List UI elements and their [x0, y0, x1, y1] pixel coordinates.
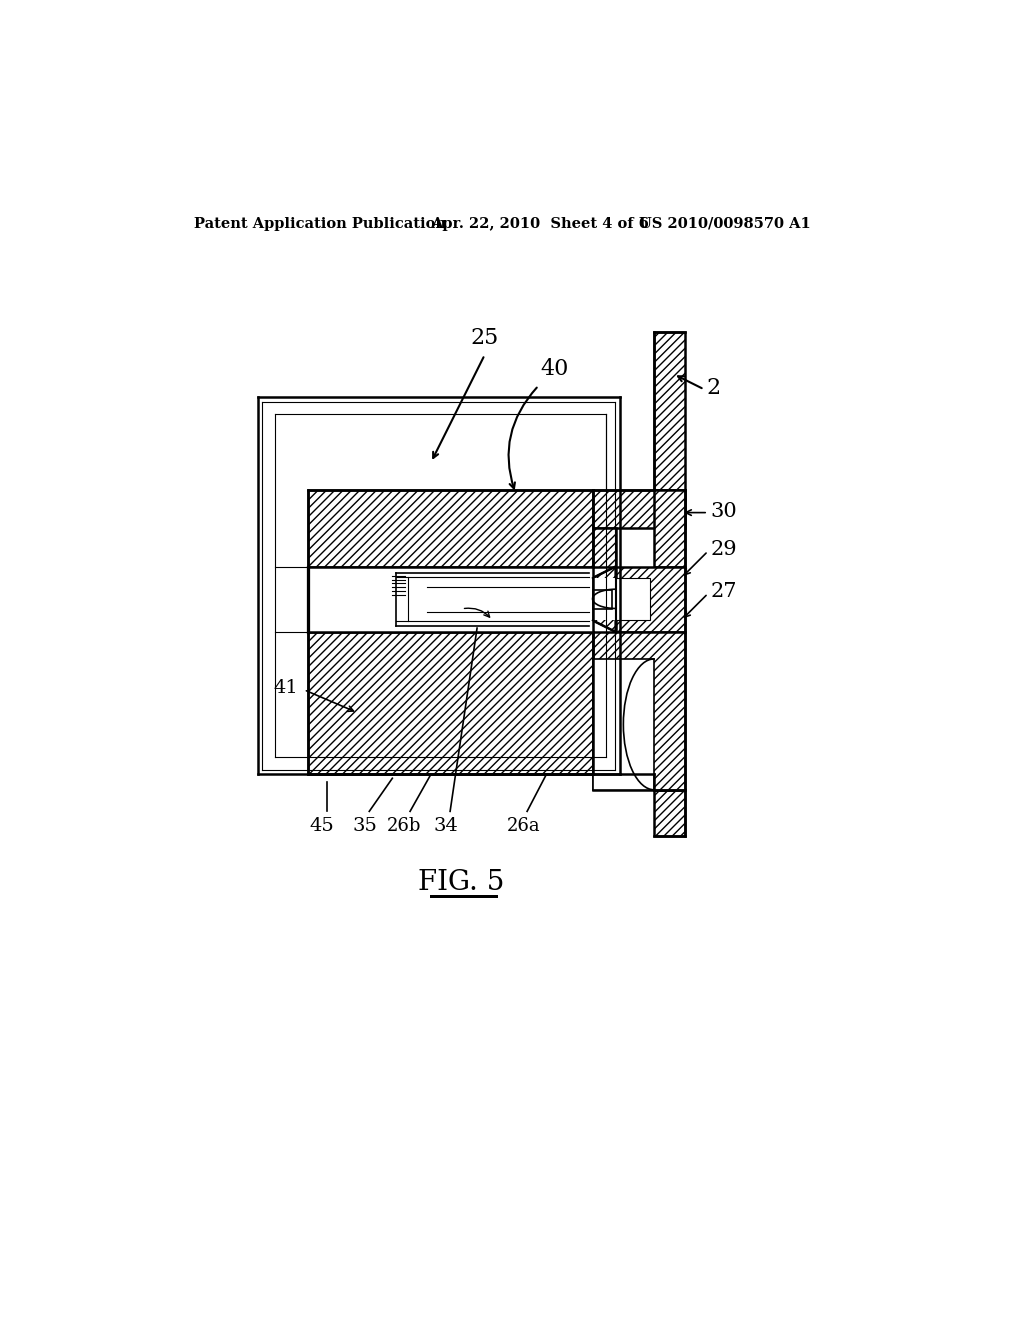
- Polygon shape: [274, 566, 307, 632]
- Text: 29: 29: [711, 540, 737, 560]
- Text: 27: 27: [711, 582, 737, 601]
- Polygon shape: [654, 789, 685, 836]
- Polygon shape: [615, 578, 650, 620]
- Text: 2: 2: [707, 378, 721, 399]
- Polygon shape: [654, 331, 685, 490]
- Polygon shape: [593, 528, 615, 566]
- Polygon shape: [593, 590, 611, 609]
- Polygon shape: [307, 566, 593, 632]
- Polygon shape: [307, 632, 593, 775]
- Text: 25: 25: [471, 327, 499, 350]
- Text: 35: 35: [353, 817, 378, 834]
- Text: 30: 30: [711, 502, 737, 520]
- Text: 26a: 26a: [507, 817, 540, 834]
- Polygon shape: [615, 566, 685, 632]
- Polygon shape: [593, 659, 654, 789]
- Text: 34: 34: [434, 817, 459, 834]
- Text: US 2010/0098570 A1: US 2010/0098570 A1: [639, 216, 811, 231]
- Polygon shape: [593, 490, 685, 528]
- Polygon shape: [654, 490, 685, 566]
- Polygon shape: [307, 490, 593, 566]
- Text: 26b: 26b: [387, 817, 421, 834]
- Text: FIG. 5: FIG. 5: [419, 869, 505, 896]
- Polygon shape: [593, 578, 615, 620]
- Text: 40: 40: [541, 358, 568, 380]
- Text: 41: 41: [273, 680, 298, 697]
- Polygon shape: [593, 566, 615, 632]
- Text: 45: 45: [309, 817, 334, 834]
- Text: Patent Application Publication: Patent Application Publication: [194, 216, 445, 231]
- Polygon shape: [593, 632, 685, 789]
- Text: Apr. 22, 2010  Sheet 4 of 6: Apr. 22, 2010 Sheet 4 of 6: [431, 216, 649, 231]
